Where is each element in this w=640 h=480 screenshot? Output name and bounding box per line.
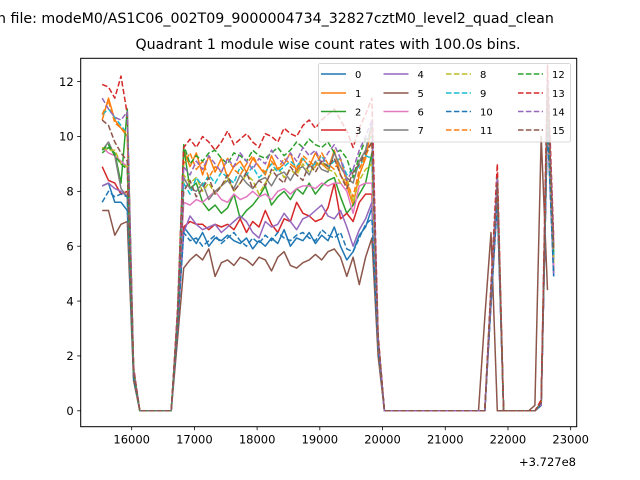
series-line-8 (101, 100, 555, 412)
x-tick-label: 19000 (302, 433, 339, 447)
series-line-7 (101, 97, 555, 412)
legend-label-13: 13 (552, 89, 565, 100)
legend-label-0: 0 (355, 70, 361, 81)
legend-label-14: 14 (552, 107, 565, 118)
y-tick-label: 8 (66, 185, 73, 199)
x-tick-label: 20000 (364, 433, 401, 447)
x-tick-label: 23000 (552, 433, 589, 447)
legend-label-2: 2 (355, 107, 361, 118)
y-tick-label: 2 (66, 349, 73, 363)
x-tick-label: 16000 (113, 433, 150, 447)
figure-suptitle: n file: modeM0/AS1C06_002T09_9000004734_… (0, 11, 554, 27)
y-axis: 0 2 4 6 8 10 12 (59, 75, 81, 418)
chart-title: Quadrant 1 module wise count rates with … (135, 37, 520, 53)
x-offset-label: +3.727e8 (519, 455, 576, 469)
y-tick-label: 10 (59, 130, 74, 144)
legend-label-1: 1 (355, 89, 361, 100)
series-line-5 (102, 135, 549, 412)
y-tick-label: 12 (59, 75, 74, 89)
legend-label-11: 11 (480, 126, 493, 137)
series-line-15 (101, 83, 555, 412)
legend-label-10: 10 (480, 107, 493, 118)
y-tick-label: 4 (66, 294, 73, 308)
series-line-2 (101, 102, 555, 412)
legend-label-8: 8 (480, 70, 486, 81)
legend-label-5: 5 (418, 89, 424, 100)
legend-label-6: 6 (418, 107, 424, 118)
legend-box (318, 63, 571, 143)
legend-label-9: 9 (480, 89, 486, 100)
x-tick-label: 17000 (176, 433, 213, 447)
x-tick-label: 22000 (490, 433, 527, 447)
legend-label-4: 4 (418, 70, 424, 81)
legend-label-12: 12 (552, 70, 565, 81)
x-tick-label: 18000 (239, 433, 276, 447)
y-tick-label: 0 (66, 404, 73, 418)
series-line-3 (101, 116, 555, 412)
legend-label-7: 7 (418, 126, 424, 137)
legend-label-3: 3 (355, 126, 361, 137)
legend-label-15: 15 (552, 126, 565, 137)
x-axis: 16000 17000 18000 19000 20000 21000 22000 23000 (113, 426, 589, 447)
y-tick-label: 6 (66, 239, 73, 253)
plot-frame (80, 57, 578, 428)
x-tick-label: 21000 (427, 433, 464, 447)
